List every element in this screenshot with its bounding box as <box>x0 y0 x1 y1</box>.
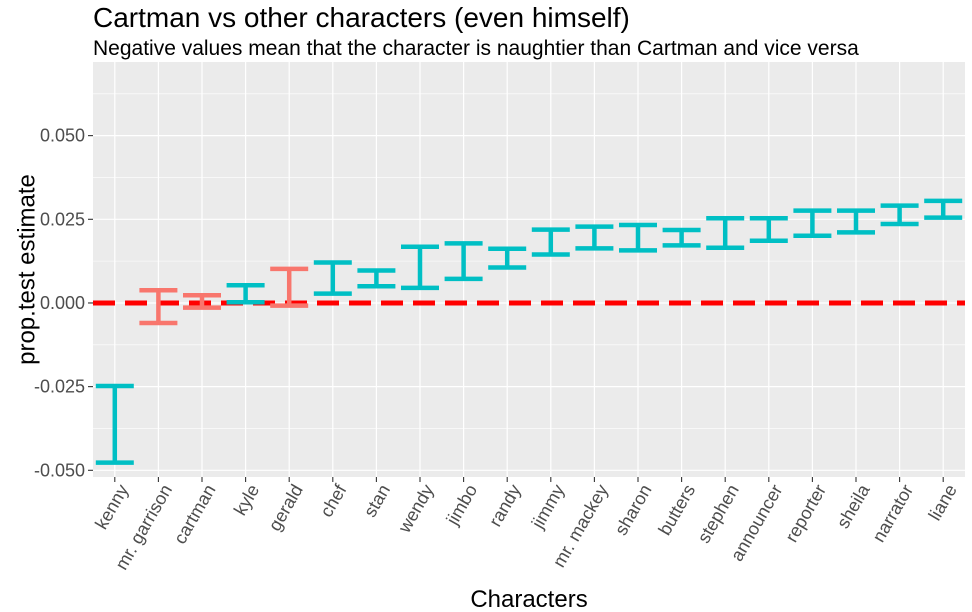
error-bar <box>880 203 919 227</box>
error-bar <box>95 383 134 465</box>
y-axis: -0.050 -0.025 0.000 0.025 0.050 <box>34 126 93 480</box>
error-bar <box>531 227 570 257</box>
x-tick-label: reporter <box>781 481 830 546</box>
y-tick-label: -0.025 <box>34 377 85 397</box>
x-tick-label: liane <box>925 481 961 524</box>
x-tick-label: butters <box>654 481 699 539</box>
x-tick-label: jimbo <box>442 481 481 529</box>
error-bar <box>793 208 832 238</box>
y-tick-label: 0.050 <box>40 126 85 146</box>
error-bar <box>488 246 527 270</box>
y-tick-label: -0.050 <box>34 460 85 480</box>
error-bar <box>183 293 221 310</box>
x-tick-label: randy <box>485 481 525 530</box>
x-tick-label: stan <box>360 481 394 520</box>
error-bar <box>662 227 701 248</box>
error-bar <box>837 208 875 235</box>
x-axis-label: Characters <box>470 586 587 612</box>
error-bar <box>619 222 657 253</box>
x-tick-label: sheila <box>833 480 874 532</box>
chart-subtitle: Negative values mean that the character … <box>93 37 859 60</box>
x-tick-label: narrator <box>868 481 917 546</box>
error-bar <box>226 282 265 305</box>
x-tick-label: kyle <box>230 481 263 519</box>
error-bar <box>139 288 178 326</box>
y-tick-label: 0.025 <box>40 209 85 229</box>
error-bar <box>401 244 439 291</box>
x-tick-label: sharon <box>611 481 656 539</box>
error-bar <box>924 198 963 220</box>
chart-title: Cartman vs other characters (even himsel… <box>93 2 630 33</box>
x-tick-label: jimmy <box>527 481 568 533</box>
x-tick-label: cartman <box>170 481 220 547</box>
y-axis-label: prop.test estimate <box>14 174 41 365</box>
x-tick-label: gerald <box>265 481 307 534</box>
error-bars <box>95 198 963 465</box>
x-tick-label: stephen <box>694 481 743 546</box>
error-bar <box>706 216 745 250</box>
plot-panel <box>93 62 965 477</box>
error-bar <box>575 224 614 251</box>
grid-minor-lines <box>93 93 965 429</box>
error-bar <box>270 266 309 308</box>
error-bar <box>313 260 352 296</box>
x-tick-label: chef <box>316 480 351 520</box>
x-tick-label: wendy <box>394 481 438 537</box>
x-tick-label: kenny <box>91 481 132 533</box>
error-bar <box>357 268 396 289</box>
error-bar <box>749 216 788 243</box>
error-bar <box>444 241 483 282</box>
y-tick-label: 0.000 <box>40 293 85 313</box>
grid-major-lines <box>93 62 965 477</box>
